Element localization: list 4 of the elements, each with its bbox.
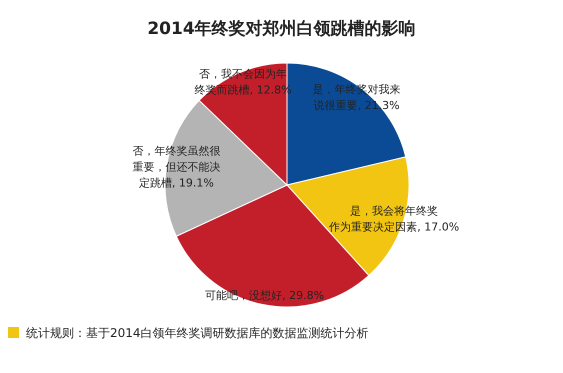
chart-title: 2014年终奖对郑州白领跳槽的影响	[147, 19, 416, 39]
slice-label: 否，年终奖虽然很重要，但还不能决定跳槽, 19.1%	[132, 144, 220, 190]
slice-label: 可能吧，没想好, 29.8%	[205, 288, 324, 302]
text: 统计规则：基于2014白领年终奖调研数据库的数据监测统计分析	[26, 326, 369, 340]
